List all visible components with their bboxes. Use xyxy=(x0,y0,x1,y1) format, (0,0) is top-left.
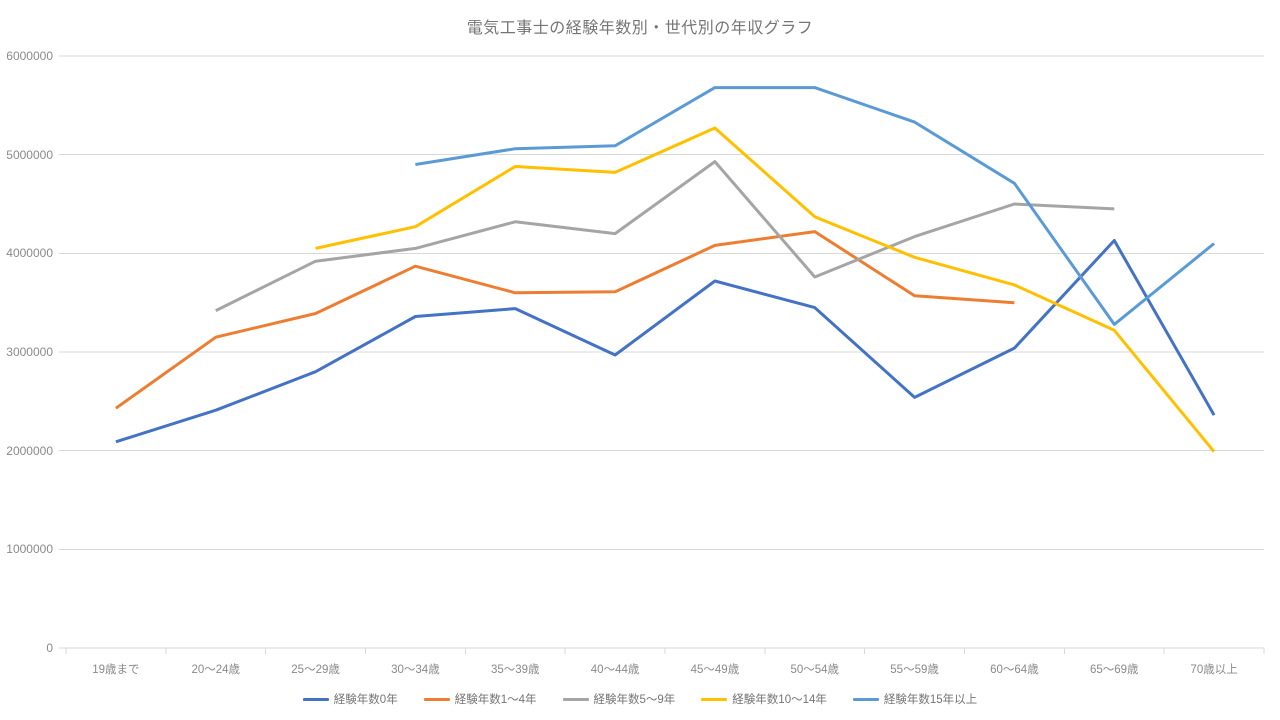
x-axis-tick-label: 45〜49歳 xyxy=(690,664,740,676)
y-axis-tick-label: 6000000 xyxy=(6,49,53,63)
x-axis-tick-label: 55〜59歳 xyxy=(890,664,939,676)
y-axis-tick-label: 1000000 xyxy=(6,542,53,557)
legend-item[interactable]: 経験年数15年以上 xyxy=(852,691,978,707)
y-axis-tick-label: 5000000 xyxy=(6,147,53,162)
series-line-1 xyxy=(115,239,1216,444)
legend-color-swatch xyxy=(701,697,728,701)
x-axis-tick-label: 65〜69歳 xyxy=(1089,664,1139,676)
x-axis-tick-label: 70歳以上 xyxy=(1190,664,1238,676)
x-axis-tick-label: 60〜64歳 xyxy=(990,664,1039,676)
series-line-3 xyxy=(215,160,1115,312)
legend-color-swatch xyxy=(852,697,879,701)
legend-color-swatch xyxy=(562,697,589,701)
x-axis-tick-label: 20〜24歳 xyxy=(191,664,241,676)
series-lines xyxy=(115,86,1216,453)
x-axis-tick-label: 40〜44歳 xyxy=(590,664,640,676)
chart-title: 電気工事士の経験年数別・世代別の年収グラフ xyxy=(466,20,814,37)
axis-tick-marks xyxy=(59,55,1265,654)
y-axis-tick-label: 4000000 xyxy=(6,246,53,261)
y-axis-tick-label: 0 xyxy=(46,641,53,655)
x-axis-tick-label: 30〜34歳 xyxy=(391,664,440,676)
y-axis-tick-label: 2000000 xyxy=(6,443,53,458)
legend-label: 経験年数0年 xyxy=(333,694,398,706)
x-axis-tick-label: 50〜54歳 xyxy=(790,664,840,676)
legend-item[interactable]: 経験年数5〜9年 xyxy=(562,691,676,707)
series-line-2 xyxy=(115,230,1015,410)
y-axis-tick-label: 3000000 xyxy=(6,345,53,359)
x-axis-tick-label: 35〜39歳 xyxy=(490,664,540,676)
series-line-4 xyxy=(315,126,1216,453)
legend-label: 経験年数1〜4年 xyxy=(454,694,537,706)
legend-label: 経験年数15年以上 xyxy=(883,694,978,706)
legend-color-swatch xyxy=(423,697,450,701)
chart-legend: 経験年数0年 経験年数1〜4年 経験年数5〜9年 経験年数10〜14年 経験年数15年以… xyxy=(0,691,1280,707)
legend-item[interactable]: 経験年数0年 xyxy=(302,691,398,707)
legend-label: 経験年数10〜14年 xyxy=(732,694,827,706)
series-line-5 xyxy=(415,86,1216,326)
gridlines xyxy=(66,55,1264,649)
legend-color-swatch xyxy=(302,697,329,701)
x-axis-tick-label: 25〜29歳 xyxy=(291,664,340,676)
legend-label: 経験年数5〜9年 xyxy=(593,694,676,706)
x-axis-tick-label: 19歳まで xyxy=(92,664,140,676)
legend-item[interactable]: 経験年数10〜14年 xyxy=(701,691,827,707)
legend-item[interactable]: 経験年数1〜4年 xyxy=(423,691,537,707)
